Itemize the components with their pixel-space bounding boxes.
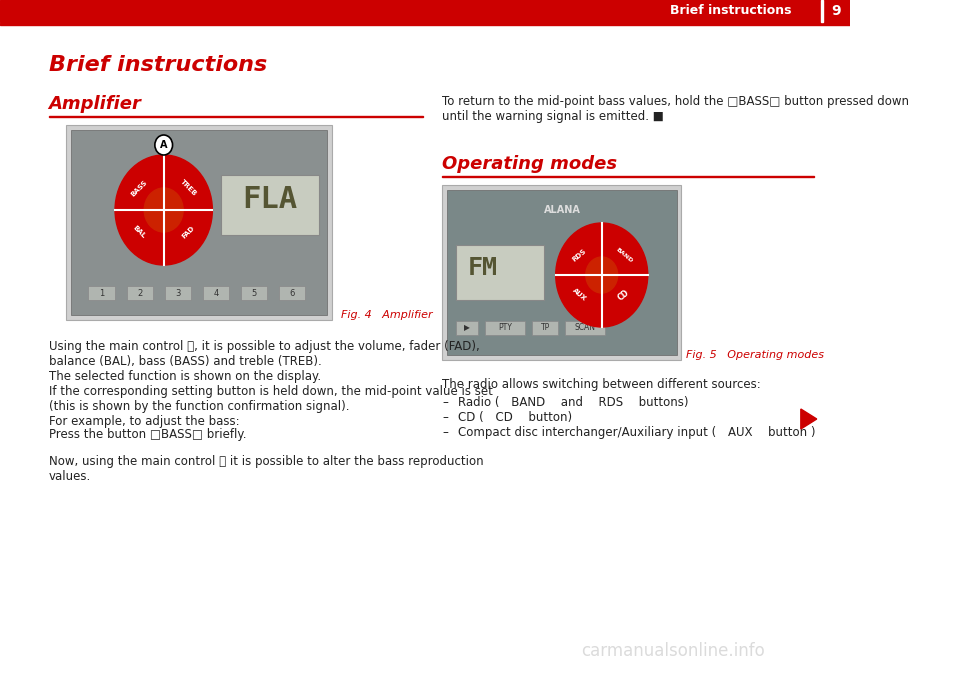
- Bar: [443, 175, 814, 177]
- Circle shape: [144, 188, 183, 232]
- Text: 5: 5: [252, 289, 256, 297]
- Text: RDS: RDS: [571, 248, 588, 263]
- Text: Radio ( BAND  and  RDS  buttons): Radio ( BAND and RDS buttons): [458, 396, 689, 409]
- Text: A: A: [160, 140, 167, 150]
- Bar: [485, 321, 525, 335]
- Circle shape: [115, 155, 212, 265]
- Bar: [241, 286, 267, 300]
- Bar: [821, 0, 823, 22]
- Text: To return to the mid-point bass values, hold the □BASS□ button pressed down
unti: To return to the mid-point bass values, …: [443, 95, 909, 123]
- Bar: [443, 185, 682, 360]
- Text: CD: CD: [616, 288, 632, 302]
- Bar: [532, 321, 559, 335]
- Text: Fig. 5   Operating modes: Fig. 5 Operating modes: [685, 350, 824, 360]
- Text: AUX: AUX: [571, 287, 588, 302]
- Text: 3: 3: [175, 289, 180, 297]
- Polygon shape: [801, 409, 817, 429]
- Text: –: –: [443, 396, 448, 409]
- Text: The selected function is shown on the display.: The selected function is shown on the di…: [49, 370, 321, 383]
- Bar: [88, 286, 115, 300]
- Text: BASS: BASS: [130, 179, 148, 198]
- Text: The radio allows switching between different sources:: The radio allows switching between diffe…: [443, 378, 761, 391]
- Text: –: –: [443, 426, 448, 439]
- Bar: [0, 0, 850, 22]
- Circle shape: [155, 135, 173, 155]
- Bar: [127, 286, 153, 300]
- Text: FM: FM: [468, 256, 497, 280]
- Text: BAND: BAND: [614, 246, 634, 263]
- Bar: [71, 130, 327, 315]
- Circle shape: [556, 223, 648, 327]
- Text: 1: 1: [99, 289, 105, 297]
- Bar: [66, 125, 332, 320]
- Text: 9: 9: [831, 4, 841, 18]
- Text: PTY: PTY: [498, 323, 512, 333]
- Text: Using the main control Ⓐ, it is possible to adjust the volume, fader (FAD),
bala: Using the main control Ⓐ, it is possible…: [49, 340, 479, 368]
- Text: Press the button □BASS□ briefly.: Press the button □BASS□ briefly.: [49, 428, 246, 441]
- Text: BAL: BAL: [132, 225, 146, 240]
- Text: FAD: FAD: [181, 225, 196, 240]
- Text: ALANA: ALANA: [543, 205, 581, 215]
- Bar: [456, 321, 478, 335]
- Text: 4: 4: [213, 289, 219, 297]
- Text: Fig. 4   Amplifier: Fig. 4 Amplifier: [341, 310, 432, 320]
- Bar: [164, 286, 191, 300]
- Text: Operating modes: Operating modes: [443, 155, 617, 173]
- Text: SCAN: SCAN: [575, 323, 596, 333]
- Text: FLA: FLA: [242, 185, 298, 215]
- Bar: [221, 175, 319, 235]
- Text: TP: TP: [540, 323, 550, 333]
- Text: If the corresponding setting button is held down, the mid-point value is set
(th: If the corresponding setting button is h…: [49, 385, 492, 413]
- Bar: [0, 23, 850, 25]
- Bar: [49, 115, 423, 117]
- Text: carmanualsonline.info: carmanualsonline.info: [581, 642, 764, 660]
- Text: Amplifier: Amplifier: [49, 95, 141, 113]
- Text: CD ( CD  button): CD ( CD button): [458, 411, 572, 424]
- Text: For example, to adjust the bass:: For example, to adjust the bass:: [49, 415, 239, 428]
- Bar: [565, 321, 605, 335]
- Text: TREB: TREB: [180, 179, 198, 198]
- Text: 6: 6: [289, 289, 295, 297]
- Text: Now, using the main control Ⓐ it is possible to alter the bass reproduction
valu: Now, using the main control Ⓐ it is poss…: [49, 455, 483, 483]
- Text: ▶: ▶: [464, 323, 469, 333]
- Text: Compact disc interchanger/Auxiliary input ( AUX  button ): Compact disc interchanger/Auxiliary inpu…: [458, 426, 816, 439]
- Bar: [278, 286, 305, 300]
- Bar: [823, 0, 850, 22]
- Text: –: –: [443, 411, 448, 424]
- Bar: [203, 286, 229, 300]
- Bar: [456, 245, 544, 300]
- Text: Brief instructions: Brief instructions: [670, 5, 792, 18]
- Circle shape: [586, 257, 617, 293]
- Bar: [446, 190, 677, 355]
- Text: 2: 2: [137, 289, 142, 297]
- Text: Brief instructions: Brief instructions: [49, 55, 267, 75]
